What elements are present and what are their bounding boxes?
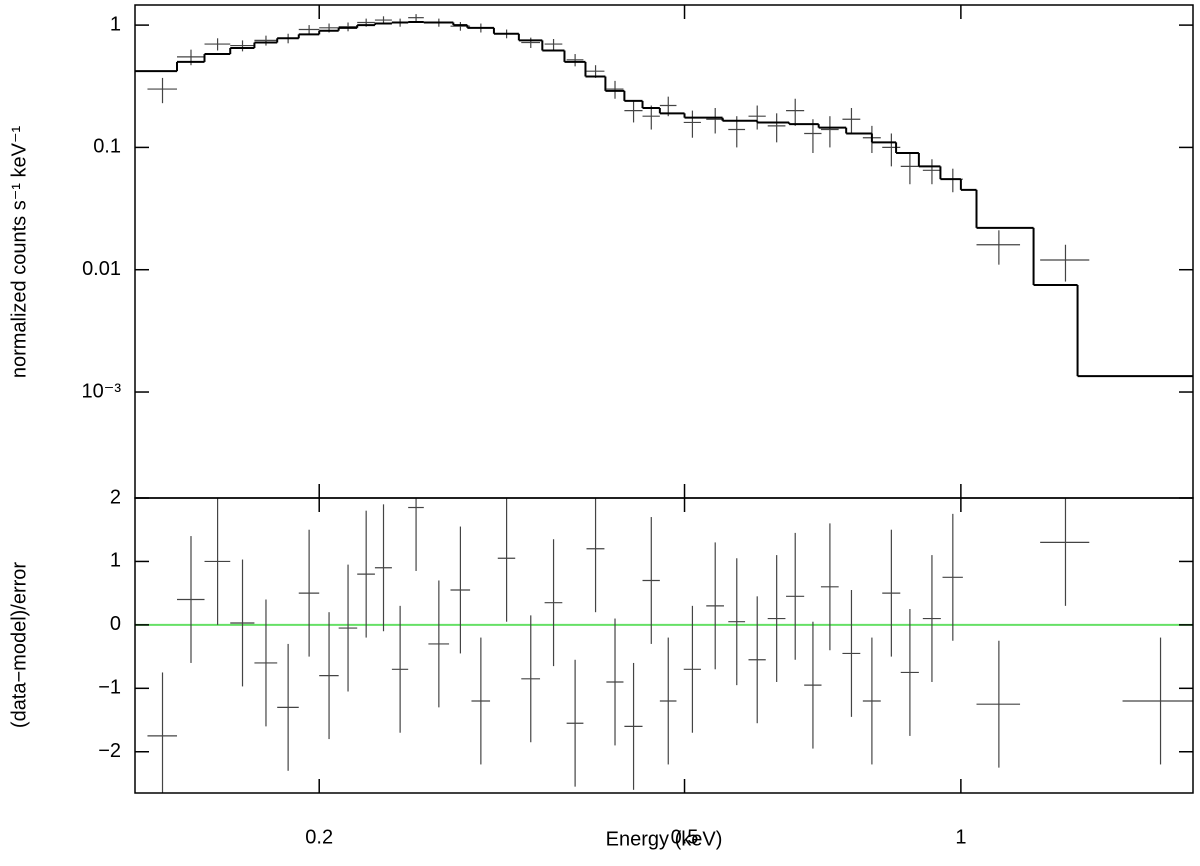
x-tick-label: 1 [955, 826, 966, 848]
x-tick-label: 0.2 [305, 826, 333, 848]
top-plot [135, 14, 1193, 378]
plot-frame [134, 497, 1194, 794]
x-tick-label: 0.5 [671, 826, 699, 848]
y-axis-label: (data−model)/error [8, 562, 30, 729]
y-tick-label: −2 [98, 740, 121, 762]
y-tick-label: 0.01 [82, 258, 121, 280]
y-tick-label: 0.1 [93, 136, 121, 158]
y-tick-label: 10⁻³ [82, 380, 122, 402]
y-axis-label: normalized counts s⁻¹ keV⁻¹ [8, 126, 30, 379]
y-tick-label: 2 [110, 486, 121, 508]
y-tick-label: 0 [110, 613, 121, 635]
x-axis-label: Energy (keV) [606, 828, 723, 850]
axes: 1 0.1 0.01 10⁻³ 2 1 0 −1 −2 0.2 0.5 1 [82, 4, 1194, 848]
bottom-plot [135, 498, 1193, 793]
y-tick-label: −1 [98, 677, 121, 699]
y-tick-label: 1 [110, 550, 121, 572]
y-tick-label: 1 [110, 13, 121, 35]
